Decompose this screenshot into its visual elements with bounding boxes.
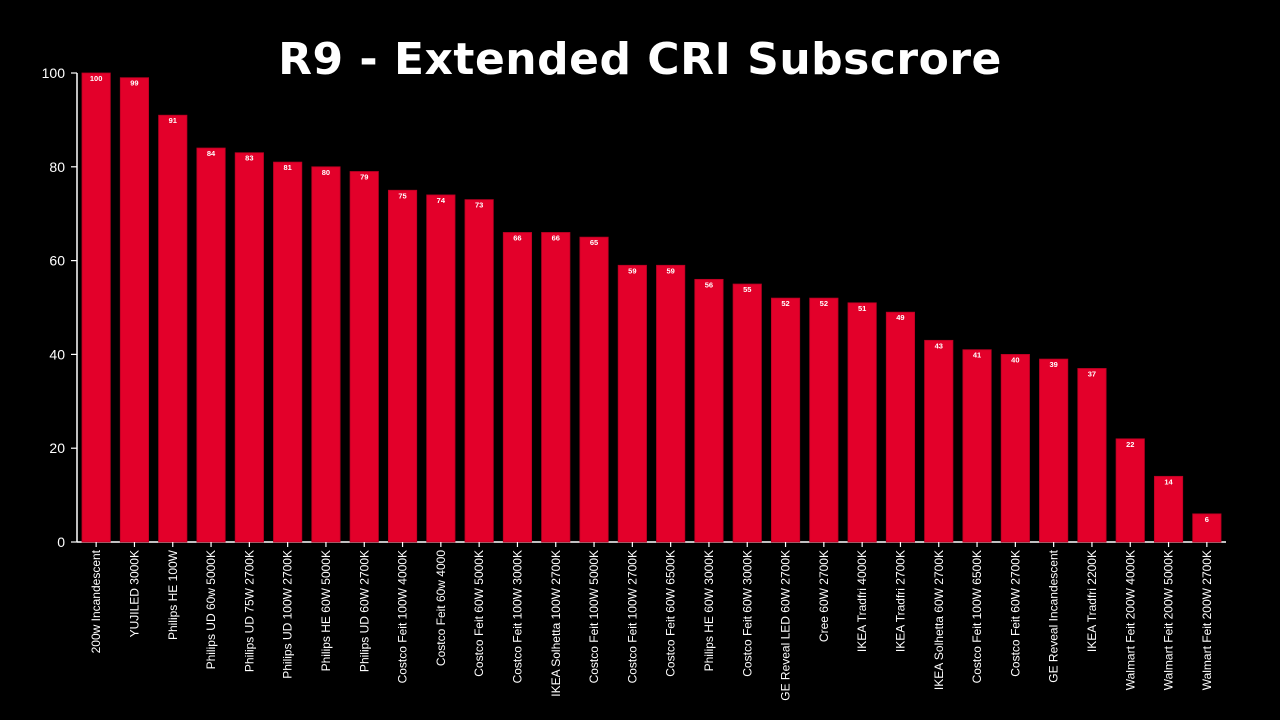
data-label: 56: [705, 280, 713, 289]
data-label: 22: [1126, 440, 1134, 449]
y-tick-label: 0: [57, 534, 65, 550]
bar: [885, 311, 916, 543]
bar: [387, 189, 418, 543]
bar: [541, 232, 571, 543]
x-tick-label: Costco Feit 100W 5000K: [587, 550, 601, 683]
x-tick-label: Costco Feit 100W 2700K: [625, 550, 639, 683]
x-tick-label: Philips UD 75W 2700K: [242, 550, 256, 672]
x-tick-label: Walmart Feit 200W 5000K: [1162, 550, 1176, 690]
data-label: 55: [743, 285, 751, 294]
data-label: 79: [360, 172, 368, 181]
data-label: 83: [245, 154, 253, 163]
x-tick-label: Walmart Feit 200W 4000K: [1123, 550, 1137, 690]
bar: [234, 152, 264, 543]
data-label: 14: [1164, 477, 1173, 486]
x-tick-label: Philips UD 60W 2700K: [357, 550, 371, 672]
bar: [349, 171, 379, 543]
bar: [81, 72, 111, 543]
data-label: 52: [781, 299, 789, 308]
data-label: 51: [858, 304, 866, 313]
x-tick-label: Costco Feit 60w 4000: [434, 550, 448, 666]
chart-title: R9 - Extended CRI Subscrore: [278, 34, 1002, 85]
bar: [694, 278, 724, 543]
x-tick-label: Philips HE 60W 5000K: [319, 550, 333, 671]
data-label: 39: [1049, 360, 1057, 369]
x-tick-label: IKEA Tradfri 2200K: [1085, 550, 1099, 652]
data-label: 73: [475, 201, 483, 210]
bar: [1192, 513, 1222, 543]
y-tick-label: 80: [49, 159, 65, 175]
data-label: 52: [820, 299, 828, 308]
bar: [502, 232, 533, 543]
data-label: 75: [398, 191, 406, 200]
x-tick-label: IKEA Tradfri 2700K: [893, 550, 907, 652]
bar: [809, 297, 839, 543]
y-tick-label: 20: [49, 440, 65, 456]
y-tick-label: 100: [42, 65, 66, 81]
bar: [1153, 475, 1184, 543]
x-tick-label: YUJILED 3000K: [127, 550, 141, 637]
bar: [426, 194, 456, 543]
y-tick-label: 40: [49, 346, 65, 362]
x-tick-label: Costco Feit 100W 6500K: [970, 550, 984, 683]
data-label: 65: [590, 238, 598, 247]
bar: [656, 264, 686, 543]
bar: [847, 302, 877, 543]
x-tick-label: IKEA Tradfri 4000K: [855, 550, 869, 652]
x-tick-label: Philips HE 60W 3000K: [702, 550, 716, 671]
x-tick-label: Costco Feit 100W 3000K: [510, 550, 524, 683]
data-label: 37: [1088, 369, 1096, 378]
bar: [617, 264, 647, 543]
x-tick-label: GE Reveal LED 60W 2700K: [779, 550, 793, 701]
data-label: 66: [513, 233, 521, 242]
data-label: 49: [896, 313, 904, 322]
x-tick-label: Philips UD 60w 5000K: [204, 550, 218, 669]
bar: [1115, 438, 1145, 543]
data-label: 81: [283, 163, 291, 172]
data-label: 6: [1205, 515, 1209, 524]
x-tick-label: Walmart Feit 200W 2700K: [1200, 550, 1214, 690]
x-tick-label: IKEA Solhetta 60W 2700K: [932, 550, 946, 690]
bar: [158, 114, 188, 543]
x-tick-label: Costco Feit 100W 4000K: [396, 550, 410, 683]
bar: [464, 199, 494, 543]
bar: [273, 161, 303, 543]
data-label: 99: [130, 79, 138, 88]
bar: [770, 297, 801, 543]
bar: [1000, 353, 1030, 543]
data-label: 91: [169, 116, 177, 125]
data-label: 43: [935, 341, 943, 350]
data-label: 59: [666, 266, 674, 275]
x-tick-label: 200w Incandescent: [89, 549, 103, 653]
bar: [119, 77, 150, 543]
data-label: 59: [628, 266, 636, 275]
data-label: 40: [1011, 355, 1019, 364]
bar: [962, 349, 992, 543]
bar: [924, 339, 954, 543]
bar: [579, 236, 609, 543]
x-tick-label: Philips UD 100W 2700K: [281, 550, 295, 679]
x-tick-label: GE Reveal Incandescent: [1047, 549, 1061, 682]
bar: [311, 166, 341, 543]
x-tick-label: Cree 60W 2700K: [817, 550, 831, 642]
bar: [732, 283, 762, 543]
x-tick-label: Costco Feit 60W 3000K: [740, 550, 754, 677]
bar: [196, 147, 226, 543]
data-label: 41: [973, 351, 981, 360]
x-tick-label: Philips HE 100W: [166, 549, 180, 640]
bar: [1039, 358, 1069, 543]
x-tick-label: Costco Feit 60W 6500K: [664, 550, 678, 677]
x-tick-label: IKEA Solhetta 100W 2700K: [549, 550, 563, 697]
data-label: 100: [90, 74, 103, 83]
data-label: 84: [207, 149, 216, 158]
y-tick-label: 60: [49, 253, 65, 269]
bar: [1077, 368, 1107, 543]
x-tick-label: Costco Feit 60W 2700K: [1008, 550, 1022, 677]
data-label: 66: [552, 233, 560, 242]
x-tick-label: Costco Feit 60W 5000K: [472, 550, 486, 677]
data-label: 74: [437, 196, 446, 205]
data-label: 80: [322, 168, 330, 177]
